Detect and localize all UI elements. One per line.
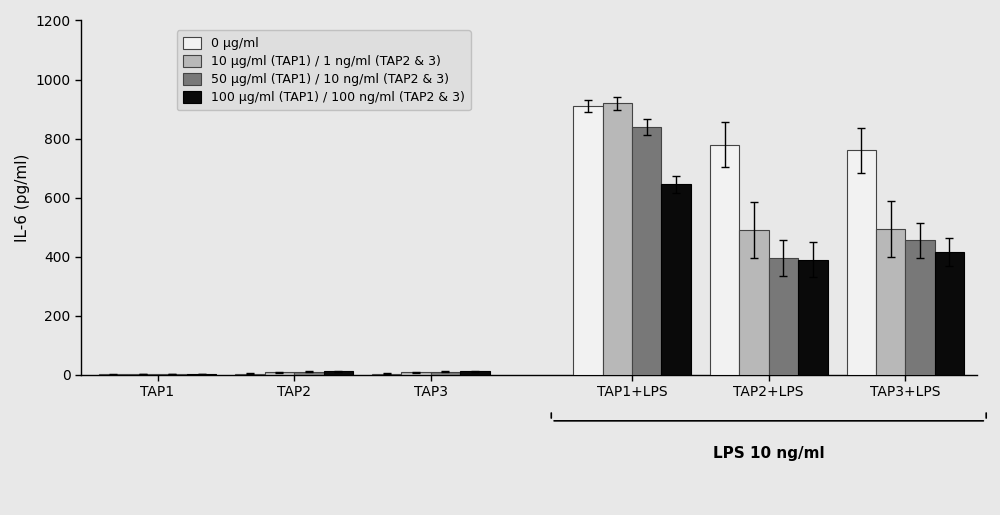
Bar: [187, 374, 216, 375]
Bar: [324, 371, 353, 375]
Bar: [460, 371, 490, 375]
Bar: [769, 258, 798, 375]
Y-axis label: IL-6 (pg/ml): IL-6 (pg/ml): [15, 153, 30, 242]
Bar: [265, 372, 294, 375]
Bar: [603, 103, 632, 375]
Bar: [739, 230, 769, 375]
Bar: [710, 145, 739, 375]
Legend: 0 μg/ml, 10 μg/ml (TAP1) / 1 ng/ml (TAP2 & 3), 50 μg/ml (TAP1) / 10 ng/ml (TAP2 : 0 μg/ml, 10 μg/ml (TAP1) / 1 ng/ml (TAP2…: [177, 30, 471, 110]
Bar: [431, 372, 460, 375]
Bar: [632, 127, 661, 375]
Bar: [847, 150, 876, 375]
Text: LPS 10 ng/ml: LPS 10 ng/ml: [713, 445, 825, 460]
Bar: [661, 184, 691, 375]
Bar: [401, 372, 431, 375]
Bar: [128, 374, 158, 375]
Bar: [235, 374, 265, 375]
Bar: [798, 260, 828, 375]
Bar: [573, 106, 603, 375]
Bar: [905, 241, 935, 375]
Bar: [294, 372, 324, 375]
Bar: [372, 374, 401, 375]
Bar: [935, 252, 964, 375]
Bar: [158, 374, 187, 375]
Bar: [876, 229, 905, 375]
